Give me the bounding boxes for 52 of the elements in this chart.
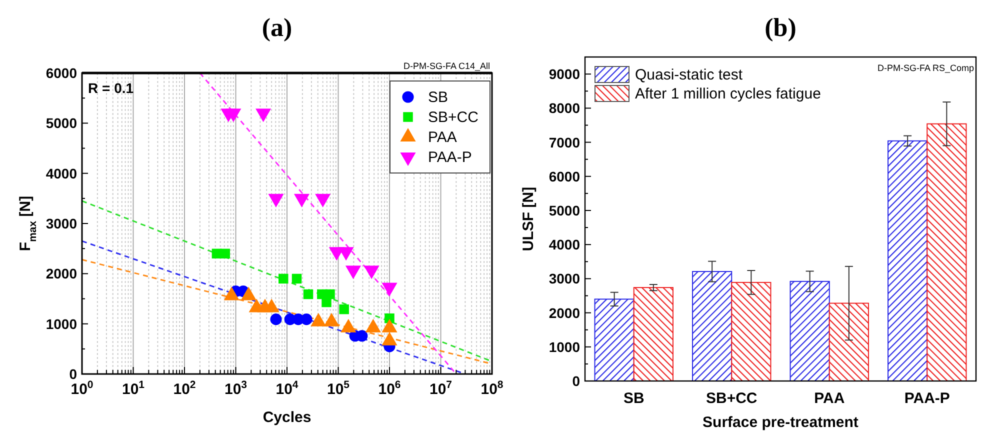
x-tick-label: 10$^{5}$ <box>326 379 350 398</box>
y-tick-label: 4000 <box>46 165 78 182</box>
x-tick-label: 10$^{3}$ <box>224 379 248 398</box>
y-tick-label: 7000 <box>548 134 580 150</box>
y-axis-title: ULSF [N] <box>520 186 537 252</box>
x-tick-label: 10$^{1}$ <box>122 379 145 398</box>
bar <box>731 282 772 382</box>
y-tick-label: 0 <box>69 366 78 382</box>
x-tick-label: 10$^{4}$ <box>276 379 298 398</box>
legend-label: Quasi-static test <box>635 66 744 84</box>
x-tick-label: PAA <box>814 390 845 407</box>
legend-label: SB <box>428 89 448 106</box>
x-tick-label: SB+CC <box>706 390 758 407</box>
x-tick-label: 10$^{0}$ <box>70 379 94 398</box>
x-tick-label: 10$^{2}$ <box>173 379 196 398</box>
y-tick-label: 9000 <box>548 66 580 82</box>
text: D-PM-SG-FA C14_All <box>403 61 490 71</box>
x-tick-label: 10$^{7}$ <box>429 379 452 398</box>
chart-title: (a) <box>262 13 292 42</box>
x-tick-label: 10$^{6}$ <box>378 379 401 398</box>
x-tick-label: SB <box>623 390 644 407</box>
chart-title: (b) <box>764 13 796 42</box>
annotation: R = 0.1 <box>88 80 134 96</box>
y-tick-label: 2000 <box>548 304 580 321</box>
legend-label: PAA <box>428 129 457 146</box>
y-tick-label: 3000 <box>548 270 580 287</box>
bar <box>692 271 732 382</box>
y-tick-label: 6000 <box>46 65 78 81</box>
y-tick-label: 3000 <box>46 216 78 232</box>
bar <box>828 302 869 382</box>
y-tick-label: 5000 <box>46 115 78 132</box>
x-tick-label: PAA-P <box>904 390 950 407</box>
y-tick-label: 2000 <box>46 266 78 282</box>
y-tick-label: 1000 <box>548 338 580 355</box>
legend-label: SB+CC <box>428 109 479 126</box>
bar <box>594 298 634 382</box>
x-axis-title: Surface pre-treatment <box>702 414 858 431</box>
legend-label: PAA-P <box>428 149 472 166</box>
y-tick-label: 5000 <box>548 202 580 218</box>
y-tick-label: 4000 <box>548 236 580 253</box>
bar <box>888 140 928 382</box>
legend-label: After 1 million cycles fatigue <box>635 86 821 102</box>
y-tick-label: 1000 <box>46 316 78 332</box>
x-axis-title: Cycles <box>262 409 312 426</box>
bar <box>633 287 674 382</box>
annotation: D-PM-SG-FA RS_Comp <box>877 63 974 73</box>
x-tick-label: 10$^{8}$ <box>480 379 504 398</box>
y-tick-label: 6000 <box>548 168 580 184</box>
y-tick-label: 0 <box>572 373 580 389</box>
bar <box>926 123 967 382</box>
y-tick-label: 8000 <box>548 100 580 116</box>
bar <box>790 280 830 382</box>
